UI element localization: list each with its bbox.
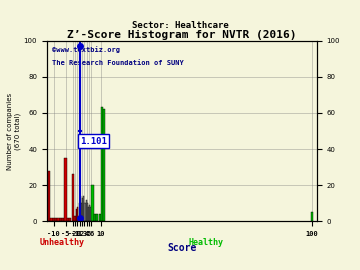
- Bar: [86, 200, 87, 221]
- Bar: [76, 209, 77, 221]
- Bar: [103, 109, 105, 221]
- Bar: [77, 207, 78, 221]
- Bar: [84, 203, 86, 221]
- Title: Z’-Score Histogram for NVTR (2016): Z’-Score Histogram for NVTR (2016): [67, 30, 297, 40]
- Bar: [64, 158, 67, 221]
- Text: Unhealthy: Unhealthy: [40, 238, 85, 247]
- Bar: [62, 218, 64, 221]
- Y-axis label: Number of companies
(670 total): Number of companies (670 total): [7, 92, 21, 170]
- Bar: [78, 203, 80, 221]
- Bar: [88, 207, 89, 221]
- Bar: [67, 218, 69, 221]
- Bar: [58, 218, 60, 221]
- Bar: [74, 216, 76, 221]
- Bar: [91, 185, 94, 221]
- Text: The Research Foundation of SUNY: The Research Foundation of SUNY: [52, 60, 184, 66]
- Bar: [99, 214, 101, 221]
- Bar: [55, 218, 57, 221]
- Bar: [48, 171, 50, 221]
- X-axis label: Score: Score: [167, 243, 197, 253]
- Bar: [96, 214, 98, 221]
- Bar: [50, 218, 53, 221]
- Bar: [72, 174, 74, 221]
- Text: Healthy: Healthy: [189, 238, 224, 247]
- Bar: [69, 218, 71, 221]
- Text: 1.101: 1.101: [80, 137, 107, 146]
- Bar: [53, 218, 55, 221]
- Bar: [83, 196, 84, 221]
- Bar: [90, 207, 91, 221]
- Bar: [81, 203, 82, 221]
- Bar: [94, 214, 96, 221]
- Bar: [80, 196, 81, 221]
- Bar: [311, 212, 313, 221]
- Text: Sector: Healthcare: Sector: Healthcare: [132, 21, 228, 30]
- Bar: [89, 205, 90, 221]
- Bar: [82, 198, 83, 221]
- Bar: [101, 107, 103, 221]
- Bar: [87, 203, 88, 221]
- Bar: [60, 218, 62, 221]
- Text: ©www.textbiz.org: ©www.textbiz.org: [52, 46, 120, 53]
